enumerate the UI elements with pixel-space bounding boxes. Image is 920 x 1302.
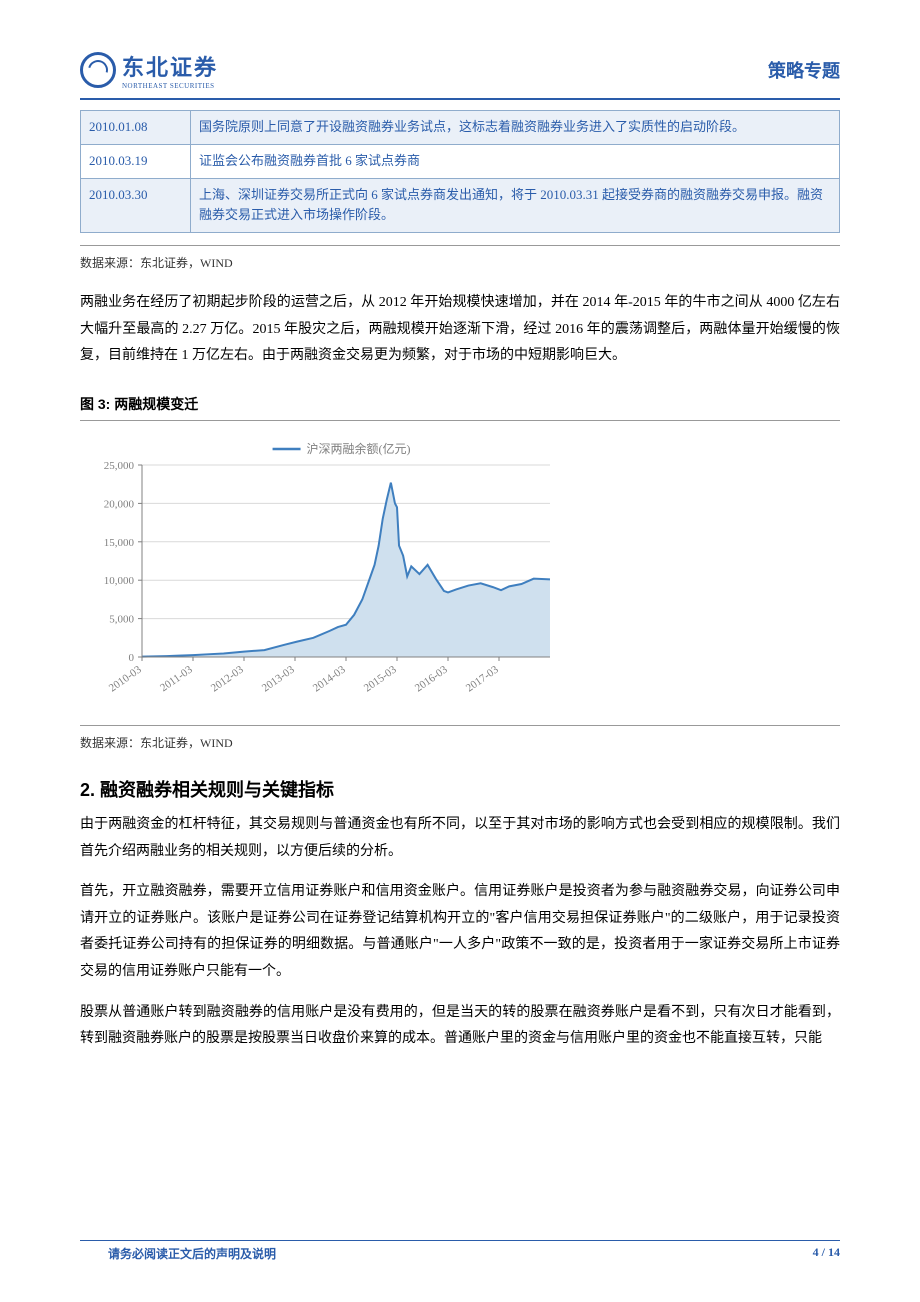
footer-disclaimer: 请务必阅读正文后的声明及说明 xyxy=(80,1245,276,1262)
paragraph-4: 股票从普通账户转到融资融券的信用账户是没有费用的，但是当天的转的股票在融资券账户… xyxy=(80,1000,840,1053)
source-divider-2: 数据来源：东北证券，WIND xyxy=(80,725,840,752)
svg-text:0: 0 xyxy=(129,652,135,664)
svg-text:2011-03: 2011-03 xyxy=(158,663,195,694)
logo-en: NORTHEAST SECURITIES xyxy=(122,82,218,90)
svg-text:2010-03: 2010-03 xyxy=(107,663,144,694)
svg-text:20,000: 20,000 xyxy=(104,498,135,510)
source-divider: 数据来源：东北证券，WIND xyxy=(80,245,840,272)
svg-text:2014-03: 2014-03 xyxy=(311,663,348,694)
table-cell-desc: 证监会公布融资融券首批 6 家试点券商 xyxy=(191,144,840,178)
chart-svg: 0 5,000 10,000 15,000 20,000 25,000 2010-03 201… xyxy=(80,435,560,715)
source-text-2: 数据来源：东北证券，WIND xyxy=(80,736,233,750)
table-row: 2010.01.08国务院原则上同意了开设融资融券业务试点，这标志着融资融券业务… xyxy=(81,111,840,145)
svg-text:25,000: 25,000 xyxy=(104,460,135,472)
svg-text:10,000: 10,000 xyxy=(104,575,135,587)
event-table: 2010.01.08国务院原则上同意了开设融资融券业务试点，这标志着融资融券业务… xyxy=(80,110,840,233)
page-header: 东北证券 NORTHEAST SECURITIES 策略专题 xyxy=(80,50,840,100)
table-cell-desc: 国务院原则上同意了开设融资融券业务试点，这标志着融资融券业务进入了实质性的启动阶… xyxy=(191,111,840,145)
table-row: 2010.03.30上海、深圳证券交易所正式向 6 家试点券商发出通知，将于 2… xyxy=(81,178,840,233)
logo-icon xyxy=(80,52,116,88)
paragraph-3: 首先，开立融资融券，需要开立信用证券账户和信用资金账户。信用证券账户是投资者为参… xyxy=(80,879,840,985)
svg-text:2012-03: 2012-03 xyxy=(209,663,246,694)
svg-text:沪深两融余额(亿元): 沪深两融余额(亿元) xyxy=(307,441,411,456)
footer-pagenum: 4 / 14 xyxy=(813,1245,840,1262)
paragraph-1: 两融业务在经历了初期起步阶段的运营之后，从 2012 年开始规模快速增加，并在 … xyxy=(80,290,840,370)
svg-text:2013-03: 2013-03 xyxy=(260,663,297,694)
table-cell-date: 2010.03.19 xyxy=(81,144,191,178)
header-category: 策略专题 xyxy=(768,57,840,83)
table-cell-date: 2010.01.08 xyxy=(81,111,191,145)
svg-text:2015-03: 2015-03 xyxy=(362,663,399,694)
svg-text:15,000: 15,000 xyxy=(104,537,135,549)
logo-block: 东北证券 NORTHEAST SECURITIES xyxy=(80,50,218,90)
figure3-title: 图 3: 两融规模变迁 xyxy=(80,394,840,414)
logo-text: 东北证券 NORTHEAST SECURITIES xyxy=(122,50,218,90)
svg-text:2016-03: 2016-03 xyxy=(413,663,450,694)
chart-container: 0 5,000 10,000 15,000 20,000 25,000 2010-03 201… xyxy=(80,420,840,715)
page-footer: 请务必阅读正文后的声明及说明 4 / 14 xyxy=(80,1240,840,1262)
table-row: 2010.03.19证监会公布融资融券首批 6 家试点券商 xyxy=(81,144,840,178)
source-text: 数据来源：东北证券，WIND xyxy=(80,256,233,270)
svg-text:5,000: 5,000 xyxy=(109,614,134,626)
margin-balance-chart: 0 5,000 10,000 15,000 20,000 25,000 2010-03 201… xyxy=(80,435,560,715)
table-cell-desc: 上海、深圳证券交易所正式向 6 家试点券商发出通知，将于 2010.03.31 … xyxy=(191,178,840,233)
section2-title: 2. 融资融券相关规则与关键指标 xyxy=(80,776,840,802)
table-cell-date: 2010.03.30 xyxy=(81,178,191,233)
paragraph-2: 由于两融资金的杠杆特征，其交易规则与普通资金也有所不同，以至于其对市场的影响方式… xyxy=(80,812,840,865)
logo-cn: 东北证券 xyxy=(122,50,218,82)
svg-text:2017-03: 2017-03 xyxy=(464,663,501,694)
